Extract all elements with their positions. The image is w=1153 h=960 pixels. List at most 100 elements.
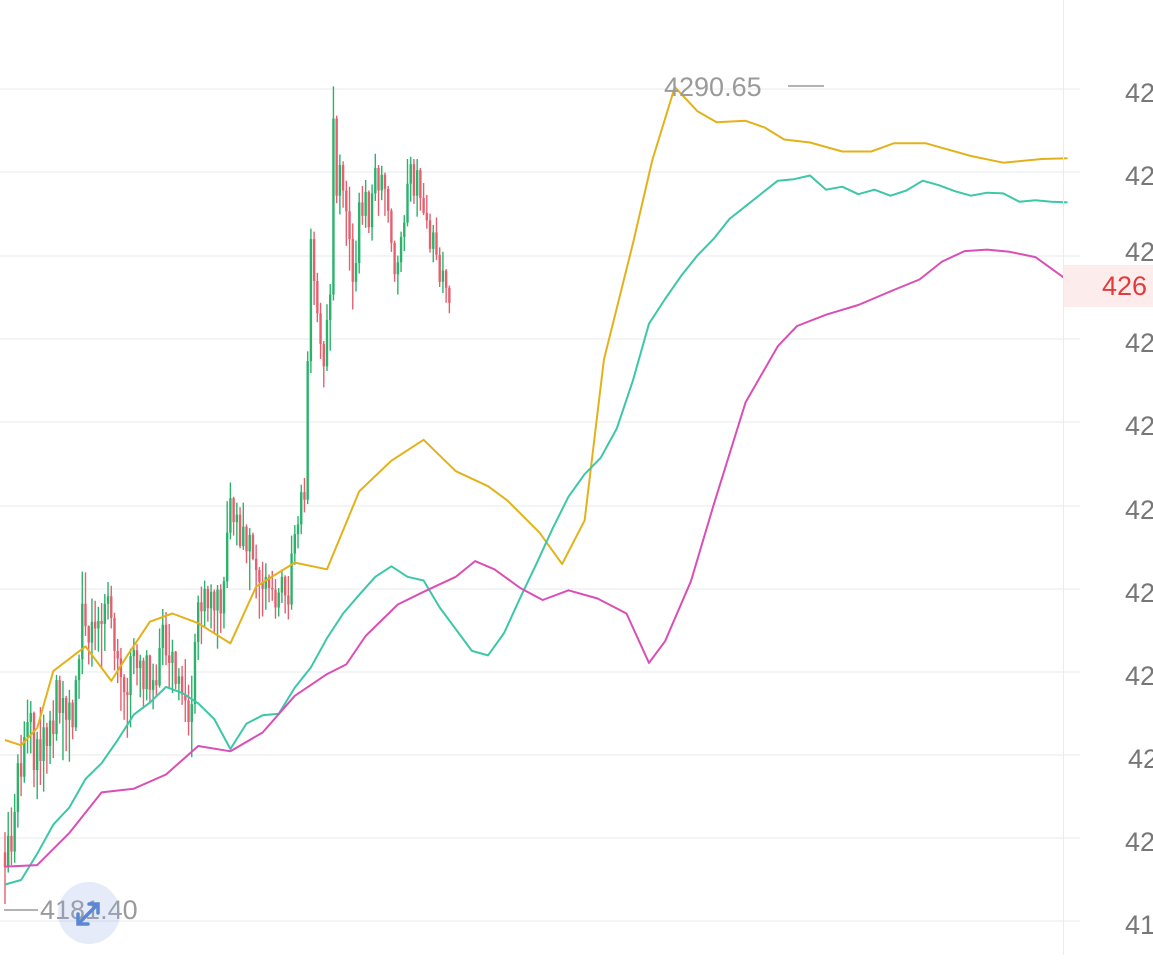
- candle-body: [151, 680, 155, 690]
- candle-body: [116, 650, 119, 659]
- candle-body: [425, 212, 429, 221]
- candle-body: [216, 589, 219, 611]
- candle-body: [10, 835, 13, 852]
- candle-body: [161, 624, 164, 648]
- candle-body: [122, 677, 126, 693]
- candle-body: [119, 658, 123, 678]
- candle-down: [261, 561, 264, 617]
- candle-body: [428, 220, 432, 249]
- candle-up: [235, 502, 239, 546]
- candle-body: [200, 602, 203, 612]
- candle-body: [7, 835, 10, 868]
- candle-up: [354, 240, 358, 292]
- candle-down: [448, 285, 451, 314]
- candle-body: [309, 239, 313, 362]
- candle-down: [64, 695, 68, 752]
- candle-up: [209, 584, 213, 629]
- candle-up: [406, 159, 409, 227]
- candle-body: [267, 576, 271, 589]
- y-tick-label: 42: [1125, 161, 1153, 191]
- candle-body: [345, 190, 348, 212]
- candle-up: [329, 284, 332, 351]
- candle-down: [213, 589, 216, 634]
- candle-body: [258, 570, 261, 583]
- candle-down: [425, 194, 429, 229]
- min-price-leader: [4, 909, 38, 911]
- candle-body: [158, 647, 161, 686]
- candle-body: [29, 713, 32, 723]
- candle-up: [409, 156, 412, 202]
- candle-body: [203, 588, 206, 612]
- candle-up: [396, 255, 400, 295]
- candle-body: [248, 534, 251, 552]
- candle-body: [3, 852, 7, 868]
- candle-body: [42, 727, 45, 761]
- candle-down: [184, 659, 187, 723]
- candle-body: [171, 651, 174, 663]
- candle-up: [106, 582, 110, 620]
- candle-body: [341, 164, 345, 191]
- candle-body: [235, 514, 239, 523]
- candle-down: [316, 272, 319, 323]
- candle-up: [197, 595, 200, 660]
- candle-up: [145, 650, 148, 701]
- candle-body: [271, 588, 274, 590]
- candle-up: [277, 588, 280, 617]
- candle-body: [32, 713, 36, 770]
- candle-body: [274, 589, 277, 608]
- candle-body: [58, 680, 61, 714]
- candle-down: [168, 623, 171, 689]
- candle-down: [419, 167, 422, 211]
- candle-body: [229, 498, 232, 533]
- candle-body: [280, 576, 284, 593]
- candle-body: [68, 702, 71, 720]
- candle-down: [135, 644, 139, 686]
- candle-body: [351, 239, 354, 282]
- candle-body: [306, 361, 309, 500]
- candle-body: [45, 727, 49, 747]
- candle-up: [61, 680, 65, 761]
- candle-body: [283, 576, 287, 596]
- candle-body: [16, 763, 20, 812]
- candle-down: [303, 477, 306, 513]
- candle-up: [36, 731, 39, 800]
- candle-body: [245, 526, 248, 552]
- candle-up: [222, 576, 226, 629]
- candle-up: [7, 811, 10, 873]
- candle-down: [113, 612, 116, 671]
- candle-body: [332, 118, 335, 295]
- candle-body: [64, 698, 68, 720]
- candle-up: [300, 484, 303, 535]
- candle-body: [190, 704, 193, 723]
- candle-up: [77, 654, 81, 699]
- candle-down: [258, 567, 261, 619]
- candle-down: [219, 584, 222, 633]
- candle-body: [358, 202, 361, 264]
- candle-up: [225, 501, 229, 589]
- candle-up: [248, 528, 251, 591]
- candle-up: [190, 675, 193, 758]
- candle-up: [81, 571, 84, 675]
- candle-body: [84, 603, 87, 627]
- candle-down: [283, 575, 287, 614]
- candle-up: [374, 153, 377, 201]
- expand-chart-button[interactable]: [58, 882, 120, 944]
- candle-body: [254, 558, 258, 571]
- candle-body: [380, 174, 383, 191]
- candle-body: [335, 118, 338, 196]
- candle-up: [29, 701, 32, 754]
- candle-body: [422, 197, 425, 213]
- candle-body: [448, 287, 451, 303]
- candle-body: [145, 655, 148, 690]
- candle-body: [386, 188, 390, 211]
- candle-down: [45, 722, 49, 774]
- candle-body: [319, 313, 322, 344]
- candle-up: [290, 535, 293, 610]
- max-price-label: 4290.65: [664, 72, 762, 102]
- candle-body: [26, 722, 29, 738]
- candle-body: [242, 526, 245, 547]
- candle-down: [238, 507, 242, 549]
- candle-up: [306, 351, 309, 505]
- candle-down: [312, 231, 316, 306]
- candle-up: [403, 215, 406, 252]
